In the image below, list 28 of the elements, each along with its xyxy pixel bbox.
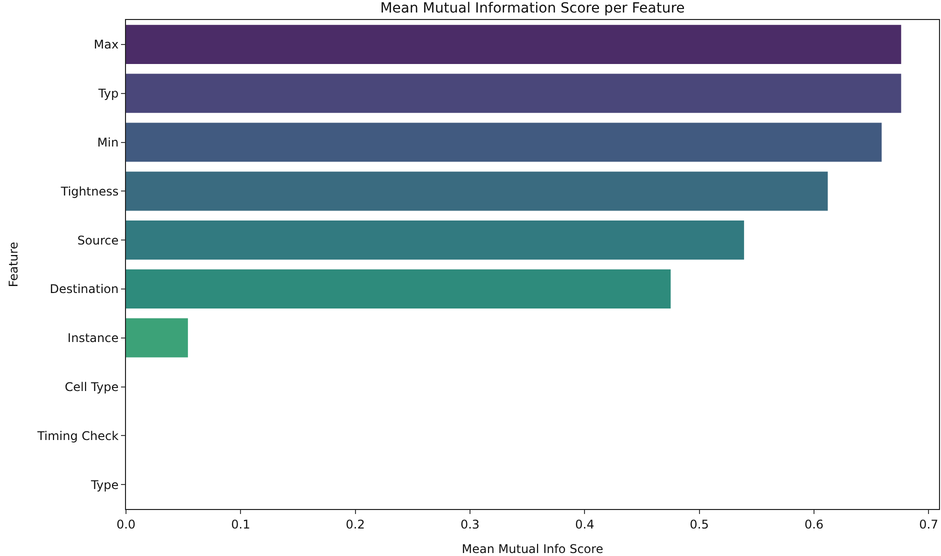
y-axis-title: Feature [6, 242, 21, 288]
bar [126, 269, 671, 309]
x-tick-label: 0.0 [116, 517, 136, 532]
x-axis-title: Mean Mutual Info Score [462, 542, 604, 556]
bar [126, 24, 902, 64]
x-tick-label: 0.7 [919, 517, 938, 532]
y-tick-label: Timing Check [36, 428, 119, 443]
x-tick-label: 0.5 [690, 517, 709, 532]
y-tick-label: Type [90, 478, 119, 492]
bar [126, 172, 828, 211]
x-tick-label: 0.1 [231, 517, 250, 532]
y-tick-label: Cell Type [64, 380, 119, 394]
bar [126, 122, 882, 162]
y-tick-label: Tightness [60, 184, 119, 198]
y-tick-label: Typ [97, 86, 119, 101]
x-tick-label: 0.2 [346, 517, 365, 532]
bar [126, 74, 902, 113]
y-tick-label: Source [77, 233, 119, 248]
y-tick-label: Max [94, 38, 119, 52]
y-tick-label: Instance [68, 331, 119, 346]
chart-title: Mean Mutual Information Score per Feature [380, 0, 685, 17]
bar [126, 318, 188, 358]
y-tick-label: Destination [50, 282, 119, 296]
x-tick-label: 0.6 [804, 517, 824, 532]
x-tick-label: 0.4 [575, 517, 594, 532]
bar [126, 220, 744, 260]
x-tick-label: 0.3 [460, 517, 480, 532]
y-tick-label: Min [97, 135, 119, 150]
